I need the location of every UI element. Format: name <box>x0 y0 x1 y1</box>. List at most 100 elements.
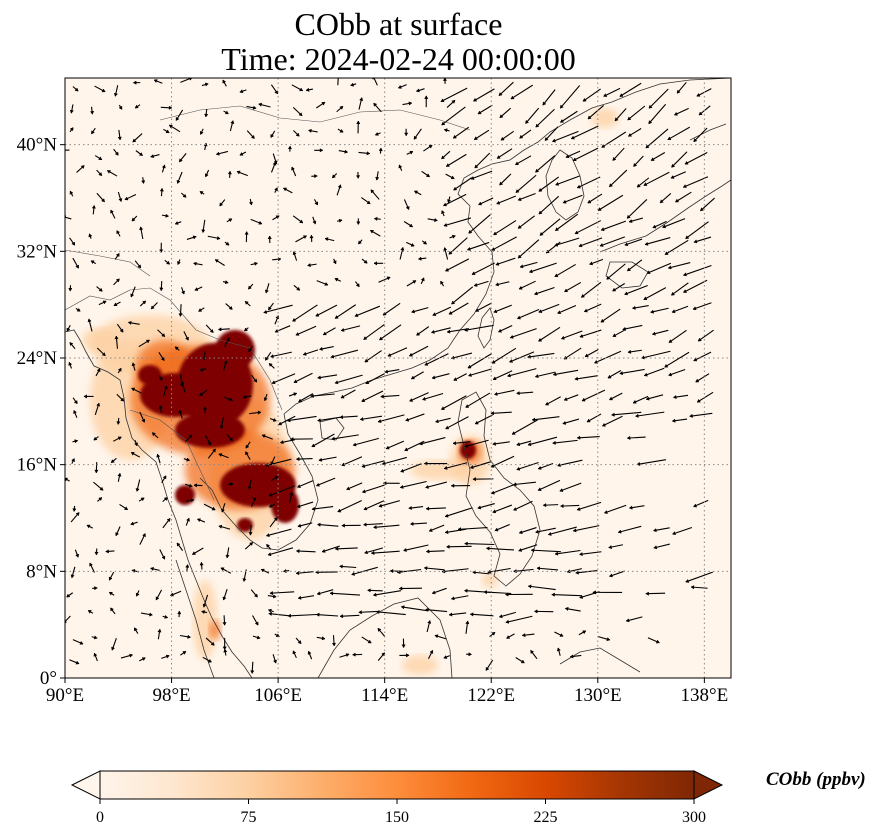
wind-arrow <box>321 545 341 553</box>
wind-arrow <box>246 130 255 139</box>
wind-arrow <box>205 637 215 646</box>
wind-arrow <box>264 351 272 361</box>
wind-arrow <box>315 304 338 317</box>
wind-arrow <box>579 551 602 557</box>
y-tick-label: 16°N <box>17 455 58 476</box>
wind-arrow <box>239 151 247 156</box>
wind-arrow <box>203 503 216 511</box>
wind-arrow <box>289 437 313 442</box>
wind-arrow <box>199 389 208 397</box>
wind-arrow <box>134 104 141 109</box>
wind-arrow <box>133 627 139 634</box>
wind-arrow <box>214 259 225 266</box>
wind-arrow <box>489 631 496 638</box>
wind-arrow <box>430 327 451 334</box>
wind-arrow <box>161 213 170 218</box>
wind-arrow <box>296 480 314 489</box>
wind-arrow <box>468 214 491 234</box>
wind-arrow <box>580 281 602 298</box>
wind-arrow <box>582 88 601 102</box>
wind-arrow <box>288 392 298 397</box>
wind-arrow <box>416 326 430 336</box>
map-frame <box>64 77 732 679</box>
wind-arrow <box>150 302 158 310</box>
wind-arrow <box>186 235 197 240</box>
wind-arrow <box>465 620 470 634</box>
wind-arrow <box>292 304 318 322</box>
wind-arrow <box>224 396 234 402</box>
wind-arrow <box>446 544 472 549</box>
map-timestamp: Time: 2024-02-24 00:00:00 <box>221 41 576 77</box>
wind-arrow <box>331 434 359 441</box>
wind-arrow <box>161 654 170 659</box>
wind-arrow <box>337 499 362 513</box>
wind-arrow <box>653 543 670 550</box>
wind-arrow <box>428 524 445 532</box>
wind-arrow <box>485 659 494 671</box>
wind-arrow <box>351 566 378 576</box>
wind-arrow <box>175 109 184 121</box>
wind-arrow <box>74 549 80 558</box>
wind-arrow <box>697 329 714 342</box>
wind-arrow <box>178 153 187 163</box>
wind-arrow <box>244 327 249 332</box>
wind-arrow <box>373 102 382 113</box>
wind-arrow <box>443 193 467 207</box>
wind-arrow <box>310 393 335 399</box>
wind-arrow <box>130 451 141 458</box>
wind-arrow <box>315 101 326 109</box>
wind-arrow <box>599 236 626 247</box>
mainland-coastline <box>65 329 253 678</box>
wind-arrow <box>556 647 561 656</box>
wind-arrow <box>311 174 318 179</box>
x-tick-label: 106°E <box>254 685 302 706</box>
wind-arrow <box>223 110 229 115</box>
wind-arrow <box>690 585 708 590</box>
wind-arrow <box>443 655 450 659</box>
wind-arrow <box>477 104 493 115</box>
wind-arrow <box>97 497 103 502</box>
wind-arrow <box>551 592 582 597</box>
wind-arrow <box>645 394 664 401</box>
wind-arrow <box>413 128 422 140</box>
wind-arrow <box>224 337 230 347</box>
wind-arrow <box>141 612 153 617</box>
wind-arrow <box>373 524 400 530</box>
y-tick-label: 40°N <box>17 135 58 156</box>
wind-arrow <box>450 483 471 488</box>
wind-arrow <box>248 198 253 206</box>
wind-arrow <box>521 633 535 638</box>
wind-arrow <box>302 349 319 356</box>
wind-arrow <box>158 405 163 414</box>
wind-arrow <box>367 588 383 593</box>
wind-arrow <box>475 302 492 312</box>
wind-arrow <box>72 439 79 444</box>
cobb-low-plume <box>591 108 619 128</box>
wind-arrow <box>619 368 645 376</box>
wind-arrow <box>682 176 709 188</box>
wind-arrow <box>664 239 689 256</box>
wind-arrow <box>288 491 294 504</box>
wind-arrow <box>603 504 627 514</box>
wind-arrow <box>562 418 580 425</box>
wind-arrow <box>693 351 712 362</box>
wind-arrow <box>578 630 587 636</box>
wind-arrow <box>336 218 343 223</box>
wind-arrow <box>251 374 258 383</box>
wind-arrow <box>538 176 560 192</box>
wind-arrow <box>183 457 191 462</box>
wind-arrow <box>223 360 228 371</box>
wind-arrow <box>518 280 536 290</box>
x-tick-label: 114°E <box>361 685 408 706</box>
wind-arrow <box>372 590 401 597</box>
wind-arrow <box>215 150 229 156</box>
wind-arrow <box>198 307 205 312</box>
wind-arrow <box>363 324 385 340</box>
wind-arrow <box>199 367 207 372</box>
wind-arrow <box>444 528 467 535</box>
wind-arrow <box>518 544 538 552</box>
wind-arrow <box>132 80 141 85</box>
wind-arrow <box>587 193 603 204</box>
wind-arrow <box>594 350 622 364</box>
wind-arrow <box>218 524 231 530</box>
